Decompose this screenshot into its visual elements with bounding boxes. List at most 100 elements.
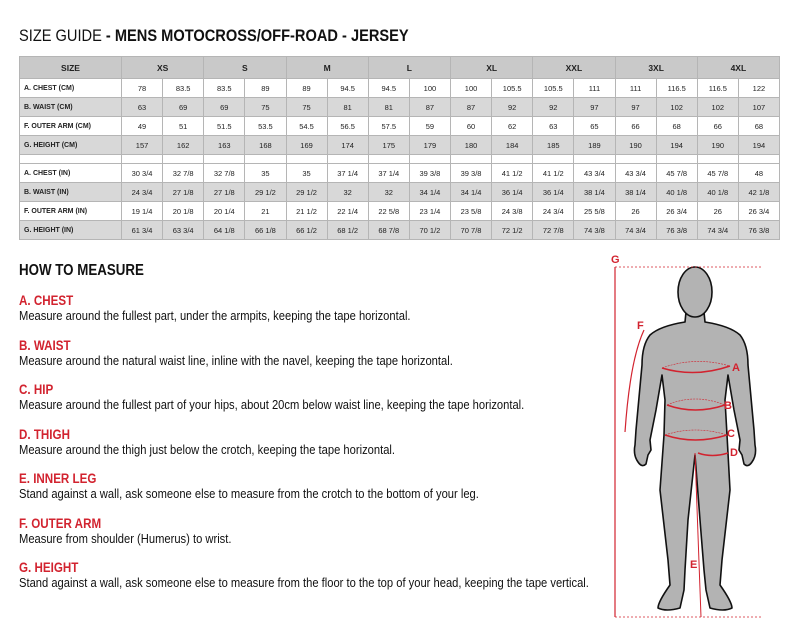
step-title: E. INNER LEG: [19, 471, 97, 486]
label-c: C: [727, 428, 735, 440]
spacer-cell: [367, 154, 410, 164]
spacer-cell: [491, 154, 534, 164]
spacer-cell: [326, 154, 369, 164]
size-column-l: L: [367, 56, 452, 79]
table-cell: 42 1/8: [737, 182, 781, 202]
table-cell: 40 1/8: [655, 182, 698, 202]
table-cell: 56.5: [326, 116, 369, 136]
table-cell: 20 1/4: [203, 201, 246, 221]
table-cell: 100: [408, 78, 452, 98]
table-cell: 64 1/8: [203, 220, 246, 240]
table-cell: 38 1/4: [573, 182, 616, 202]
table-cell: 32: [326, 182, 369, 202]
how-to-measure-heading: HOW TO MEASURE: [19, 262, 144, 279]
row-label: B. WAIST (CM): [19, 97, 122, 117]
table-cell: 89: [285, 78, 328, 98]
table-cell: 72 1/2: [491, 220, 534, 240]
spacer-cell: [162, 154, 205, 164]
spacer-cell: [244, 154, 287, 164]
step-text: Measure around the fullest part, under t…: [19, 308, 411, 323]
table-cell: 74 3/8: [573, 220, 616, 240]
table-cell: 21: [244, 201, 287, 221]
table-cell: 24 3/4: [120, 182, 164, 202]
size-column-3xl: 3XL: [614, 56, 698, 79]
table-cell: 22 1/4: [326, 201, 369, 221]
step-title: G. HEIGHT: [19, 560, 79, 575]
table-row: B. WAIST (CM) 63 69 69 75 75 81 81 87 87 92 92 97 97 1…: [19, 97, 781, 117]
table-cell: 43 3/4: [614, 163, 657, 183]
table-cell: 35: [285, 163, 328, 183]
table-cell: 169: [285, 135, 328, 155]
measure-labels: G F A B C D E: [611, 254, 740, 571]
table-cell: 190: [696, 135, 739, 155]
table-cell: 83.5: [203, 78, 246, 98]
spacer-cell: [573, 154, 616, 164]
size-column-xl: XL: [449, 56, 534, 79]
label-f: F: [637, 320, 644, 332]
table-cell: 41 1/2: [532, 163, 575, 183]
step-title: B. WAIST: [19, 337, 71, 353]
table-row: F. OUTER ARM (IN) 19 1/4 20 1/8 20 1/4 21 21 …: [19, 201, 781, 221]
table-cell: 24 3/8: [491, 201, 534, 221]
table-cell: 26 3/4: [655, 201, 698, 221]
row-label: A. CHEST (IN): [19, 163, 122, 183]
table-cell: 51.5: [203, 116, 246, 136]
table-cell: 102: [696, 97, 739, 117]
label-a: A: [732, 362, 740, 374]
step-text: Stand against a wall, ask someone else t…: [19, 575, 589, 590]
table-cell: 92: [532, 97, 575, 117]
table-cell: 102: [655, 97, 698, 117]
spacer-cell: [285, 154, 328, 164]
table-cell: 76 3/8: [737, 220, 781, 240]
table-cell: 27 1/8: [203, 182, 246, 202]
table-cell: 29 1/2: [285, 182, 328, 202]
step-text: Measure around the natural waist line, i…: [19, 352, 453, 368]
spacer-cell: [449, 154, 493, 164]
spacer-cell: [203, 154, 246, 164]
table-cell: 163: [203, 135, 246, 155]
step-text: Measure around the thigh just below the …: [19, 441, 396, 457]
table-row: B. WAIST (IN) 24 3/4 27 1/8 27 1/8 29 1/2 29 …: [19, 182, 781, 202]
table-cell: 32: [367, 182, 410, 202]
label-d: D: [730, 447, 738, 459]
step-title: D. THIGH: [19, 426, 70, 442]
size-column-xs: XS: [120, 56, 205, 79]
table-cell: 26 3/4: [737, 201, 781, 221]
table-cell: 66: [696, 116, 739, 136]
step-text: Stand against a wall, ask someone else t…: [19, 486, 479, 501]
table-row: A. CHEST (IN) 30 3/4 32 7/8 32 7/8 35 35 37 1/…: [19, 163, 781, 183]
table-cell: 20 1/8: [162, 201, 205, 221]
table-cell: 68 1/2: [326, 220, 369, 240]
table-cell: 116.5: [696, 78, 739, 98]
row-label: B. WAIST (IN): [19, 182, 122, 202]
head: [677, 266, 713, 318]
spacer-cell: [696, 154, 739, 164]
measure-step: G. HEIGHT Stand against a wall, ask someo…: [19, 560, 589, 605]
table-cell: 49: [120, 116, 164, 136]
table-cell: 92: [491, 97, 534, 117]
table-cell: 37 1/4: [326, 163, 369, 183]
table-cell: 51: [162, 116, 205, 136]
table-cell: 65: [573, 116, 616, 136]
table-cell: 81: [367, 97, 410, 117]
table-cell: 94.5: [367, 78, 410, 98]
table-cell: 32 7/8: [162, 163, 205, 183]
table-cell: 162: [162, 135, 205, 155]
spacer-cell: [737, 154, 781, 164]
table-cell: 21 1/2: [285, 201, 328, 221]
table-cell: 34 1/4: [408, 182, 452, 202]
table-cell: 194: [655, 135, 698, 155]
table-cell: 97: [573, 97, 616, 117]
table-cell: 35: [244, 163, 287, 183]
measure-steps: A. CHEST Measure around the fullest part,…: [19, 293, 589, 605]
table-cell: 74 3/4: [696, 220, 739, 240]
table-cell: 29 1/2: [244, 182, 287, 202]
table-cell: 157: [120, 135, 164, 155]
table-cell: 24 3/4: [532, 201, 575, 221]
table-cell: 26: [614, 201, 657, 221]
table-cell: 122: [737, 78, 781, 98]
step-text: Measure around the fullest part of your …: [19, 397, 525, 412]
table-cell: 63: [120, 97, 164, 117]
step-title: A. CHEST: [19, 293, 74, 308]
table-cell: 75: [244, 97, 287, 117]
